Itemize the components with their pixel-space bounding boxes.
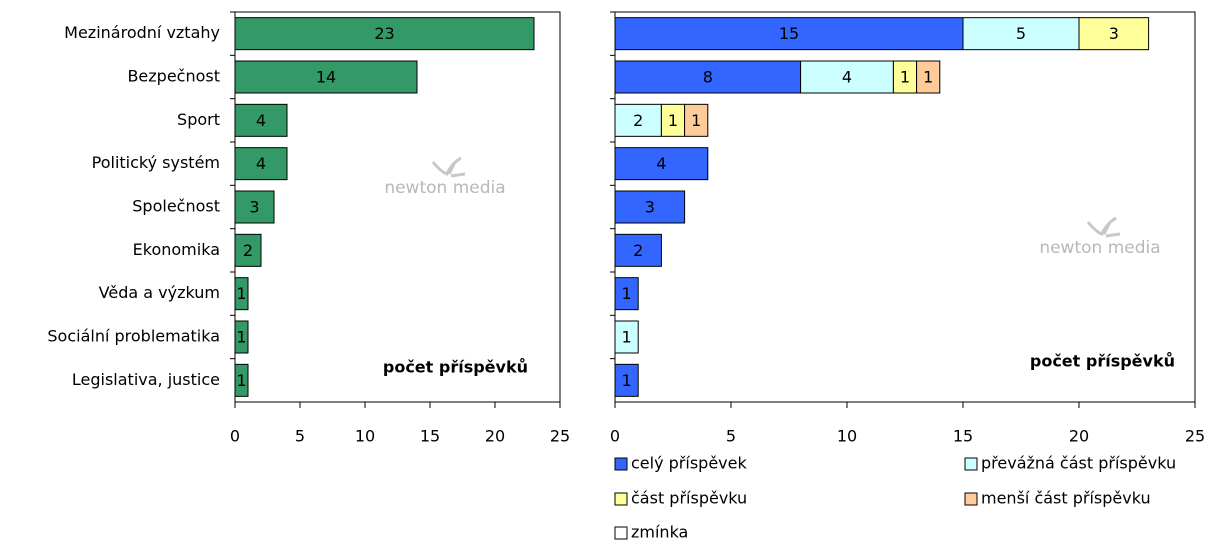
bar-segment <box>614 60 802 94</box>
legend-swatch <box>964 457 978 471</box>
bar-segment <box>916 60 941 94</box>
bar-label: 1 <box>900 68 910 87</box>
bar-segment <box>614 190 686 224</box>
bar-label: 14 <box>316 68 336 87</box>
legend-label: část příspěvku <box>631 489 747 508</box>
bar-label: 1 <box>622 371 632 390</box>
x-tick-label: 5 <box>295 427 305 446</box>
bar-label: 1 <box>691 111 701 130</box>
x-tick-label: 15 <box>420 427 440 446</box>
bar-segment <box>614 277 639 311</box>
bar-label: 15 <box>779 24 799 43</box>
y-tick-label: Sport <box>177 110 220 129</box>
legend-label: menší část příspěvku <box>981 489 1151 508</box>
legend-label: převážná část příspěvku <box>981 454 1176 473</box>
legend-swatch <box>964 492 978 506</box>
bar-label: 3 <box>645 198 655 217</box>
y-tick-label: Věda a výzkum <box>99 283 220 302</box>
watermark: newton media <box>1039 238 1160 258</box>
bar-segment <box>1078 17 1150 51</box>
legend-label: zmínka <box>631 523 688 542</box>
bar-label: 1 <box>236 328 246 347</box>
x-tick-label: 10 <box>837 427 857 446</box>
y-tick-label: Společnost <box>132 197 220 216</box>
x-tick-label: 20 <box>1069 427 1089 446</box>
bar-label: 1 <box>236 371 246 390</box>
x-tick-label: 20 <box>485 427 505 446</box>
y-tick-label: Politický systém <box>92 153 220 172</box>
bar <box>234 320 249 354</box>
bar <box>234 277 249 311</box>
bar-label: 4 <box>256 111 266 130</box>
bar-segment <box>962 17 1080 51</box>
y-tick-label: Legislativa, justice <box>72 370 220 389</box>
legend-swatch <box>614 526 628 540</box>
y-tick-label: Bezpečnost <box>127 67 220 86</box>
watermark-icon <box>431 156 466 178</box>
bar-label: 1 <box>236 284 246 303</box>
bar <box>234 17 535 51</box>
y-tick-label: Ekonomika <box>133 240 220 259</box>
bar-segment <box>800 60 894 94</box>
legend-label: celý příspěvek <box>631 454 747 473</box>
legend-swatch <box>614 492 628 506</box>
watermark: newton media <box>384 178 505 198</box>
annotation: počet příspěvků <box>1030 352 1175 371</box>
bar-label: 1 <box>622 328 632 347</box>
bar <box>234 363 249 397</box>
watermark-icon <box>1086 216 1121 238</box>
bar-label: 8 <box>703 68 713 87</box>
bar-segment <box>684 103 709 137</box>
bar-label: 2 <box>633 241 643 260</box>
bar-label: 3 <box>1109 24 1119 43</box>
bar-label: 4 <box>256 154 266 173</box>
bar-segment <box>614 363 639 397</box>
y-tick-label: Sociální problematika <box>47 327 220 346</box>
bar-label: 2 <box>243 241 253 260</box>
x-tick-label: 10 <box>355 427 375 446</box>
bar-segment <box>614 233 662 267</box>
bar-label: 5 <box>1016 24 1026 43</box>
bar <box>234 233 262 267</box>
bar-label: 3 <box>249 198 259 217</box>
bar <box>234 190 275 224</box>
x-tick-label: 0 <box>610 427 620 446</box>
bar <box>234 60 418 94</box>
bar-label: 4 <box>656 154 666 173</box>
bar-label: 1 <box>923 68 933 87</box>
bar-label: 4 <box>842 68 852 87</box>
legend-swatch <box>614 457 628 471</box>
x-tick-label: 25 <box>1185 427 1205 446</box>
bar-label: 2 <box>633 111 643 130</box>
bar-segment <box>614 103 662 137</box>
annotation: počet příspěvků <box>383 358 528 377</box>
bar-label: 1 <box>622 284 632 303</box>
bar-segment <box>614 17 964 51</box>
bar-segment <box>614 147 709 181</box>
y-tick-label: Mezinárodní vztahy <box>64 23 220 42</box>
x-tick-label: 0 <box>230 427 240 446</box>
bar <box>234 147 288 181</box>
x-tick-label: 5 <box>726 427 736 446</box>
bar-segment <box>614 320 639 354</box>
bar-label: 1 <box>668 111 678 130</box>
x-tick-label: 15 <box>953 427 973 446</box>
bar-label: 23 <box>374 24 394 43</box>
bar <box>234 103 288 137</box>
x-tick-label: 25 <box>550 427 570 446</box>
